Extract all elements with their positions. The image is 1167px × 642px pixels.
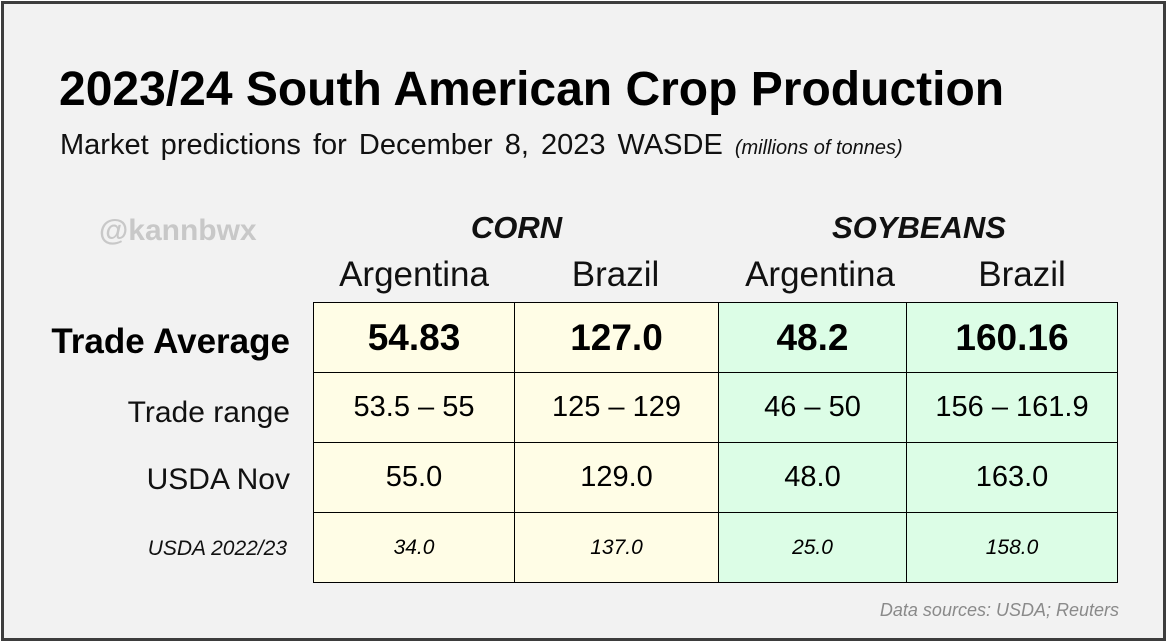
cell-corn-argentina: 54.83 bbox=[313, 302, 515, 373]
cell-soybeans-argentina: 25.0 bbox=[718, 512, 907, 583]
cell-soybeans-brazil: 163.0 bbox=[906, 442, 1118, 513]
group-header-soybeans: SOYBEANS bbox=[832, 210, 1006, 245]
row-label-usda-2022-23: USDA 2022/23 bbox=[147, 537, 287, 560]
data-source-note: Data sources: USDA; Reuters bbox=[879, 600, 1119, 620]
column-header-soybeans-argentina: Argentina bbox=[745, 255, 895, 294]
cell-soybeans-brazil: 158.0 bbox=[906, 512, 1118, 583]
cell-soybeans-brazil: 160.16 bbox=[906, 302, 1118, 373]
row-label-trade-average: Trade Average bbox=[51, 322, 290, 361]
cell-corn-argentina: 34.0 bbox=[313, 512, 515, 583]
cell-soybeans-argentina: 48.2 bbox=[718, 302, 907, 373]
group-header-corn: CORN bbox=[470, 210, 563, 245]
table-row-usda-2022-23: 34.0 137.0 25.0 158.0 bbox=[313, 512, 1118, 583]
column-header-corn-brazil: Brazil bbox=[571, 255, 660, 294]
units-note: (millions of tonnes) bbox=[734, 137, 903, 159]
chart-subtitle: Market predictions for December 8, 2023 … bbox=[60, 129, 903, 162]
row-label-trade-range: Trade range bbox=[127, 396, 290, 429]
table-row-trade-range: 53.5 – 55 125 – 129 46 – 50 156 – 161.9 bbox=[313, 372, 1118, 443]
cell-soybeans-brazil: 156 – 161.9 bbox=[906, 372, 1118, 443]
row-label-usda-nov: USDA Nov bbox=[146, 463, 290, 496]
subtitle-text: Market predictions for December 8, 2023 … bbox=[60, 129, 723, 161]
table-row-usda-nov: 55.0 129.0 48.0 163.0 bbox=[313, 442, 1118, 513]
cell-corn-brazil: 125 – 129 bbox=[514, 372, 719, 443]
table-row-trade-average: 54.83 127.0 48.2 160.16 bbox=[313, 302, 1118, 373]
data-table: 54.83 127.0 48.2 160.16 53.5 – 55 125 – … bbox=[313, 302, 1118, 583]
column-header-soybeans-brazil: Brazil bbox=[978, 255, 1066, 294]
cell-corn-brazil: 137.0 bbox=[514, 512, 719, 583]
cell-corn-argentina: 55.0 bbox=[313, 442, 515, 513]
cell-soybeans-argentina: 48.0 bbox=[718, 442, 907, 513]
cell-soybeans-argentina: 46 – 50 bbox=[718, 372, 907, 443]
column-header-corn-argentina: Argentina bbox=[339, 255, 489, 294]
cell-corn-brazil: 127.0 bbox=[514, 302, 719, 373]
cell-corn-brazil: 129.0 bbox=[514, 442, 719, 513]
chart-title: 2023/24 South American Crop Production bbox=[59, 63, 1005, 116]
cell-corn-argentina: 53.5 – 55 bbox=[313, 372, 515, 443]
watermark-handle: @kannbwx bbox=[99, 214, 257, 247]
